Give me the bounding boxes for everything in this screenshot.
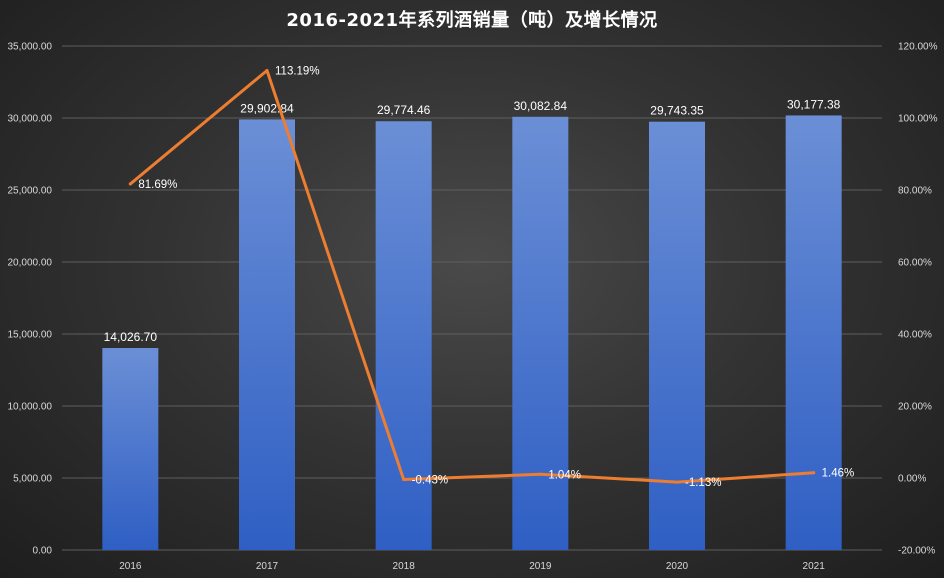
x-tick-label: 2018 <box>393 561 416 572</box>
right-y-tick-label: 120.00% <box>898 42 938 53</box>
left-y-tick-label: 30,000.00 <box>8 114 53 125</box>
bar-data-label: 29,743.35 <box>650 104 704 118</box>
line-point <box>538 472 542 476</box>
left-y-tick-label: 5,000.00 <box>13 474 52 485</box>
bar-series <box>102 115 842 551</box>
bar-data-label: 14,026.70 <box>104 330 158 344</box>
right-y-tick-label: 60.00% <box>898 258 932 269</box>
left-y-tick-label: 10,000.00 <box>8 402 53 413</box>
line-data-label: 113.19% <box>275 66 320 78</box>
bar-data-label: 29,902.84 <box>240 101 294 115</box>
line-series <box>128 69 816 484</box>
left-y-tick-label: 20,000.00 <box>8 258 53 269</box>
line-point <box>812 471 816 475</box>
line-point <box>265 69 269 73</box>
left-y-axis: 0.00 5,000.00 10,000.00 15,000.00 20,000.00 2… <box>8 42 53 557</box>
line-data-label: 1.46% <box>822 468 855 480</box>
x-tick-label: 2016 <box>119 561 142 572</box>
right-y-axis: -20.00% 0.00% 20.00% 40.00% 60.00% 80.00% 100.… <box>898 42 938 557</box>
x-tick-label: 2017 <box>256 561 279 572</box>
right-y-tick-label: -20.00% <box>898 546 935 557</box>
right-y-tick-label: 40.00% <box>898 330 932 341</box>
left-y-tick-label: 25,000.00 <box>8 186 53 197</box>
x-tick-label: 2020 <box>666 561 689 572</box>
left-y-tick-label: 15,000.00 <box>8 330 53 341</box>
right-y-tick-label: 80.00% <box>898 186 932 197</box>
bar-data-label: 29,774.46 <box>377 103 431 117</box>
x-tick-label: 2021 <box>803 561 826 572</box>
x-axis: 2016 2017 2018 2019 2020 2021 <box>119 561 825 572</box>
right-y-tick-label: 100.00% <box>898 114 938 125</box>
bar-data-labels: 14,026.70 29,902.84 29,774.46 30,082.84 29,7… <box>104 97 841 344</box>
chart-title: 2016-2021年系列酒销量（吨）及增长情况 <box>286 10 658 31</box>
left-y-tick-label: 0.00 <box>33 546 53 557</box>
line-point <box>402 478 406 482</box>
bar-data-label: 30,177.38 <box>787 97 841 111</box>
bar <box>239 119 295 550</box>
bar <box>102 348 159 550</box>
bar <box>512 116 569 551</box>
left-y-tick-label: 35,000.00 <box>8 42 53 53</box>
line-data-label: 81.69% <box>138 179 177 191</box>
x-tick-label: 2019 <box>529 561 552 572</box>
line-data-label: -1.13% <box>685 477 721 489</box>
line-data-labels: 81.69% 113.19% -0.43% 1.04% -1.13% 1.46% <box>138 66 854 490</box>
bar <box>649 121 705 550</box>
right-y-tick-label: 0.00% <box>898 474 926 485</box>
bar-data-label: 30,082.84 <box>514 99 568 113</box>
line-data-label: 1.04% <box>548 469 581 481</box>
line-data-label: -0.43% <box>412 475 448 487</box>
gridlines <box>62 45 882 551</box>
bar <box>785 115 842 550</box>
line-point <box>128 182 132 186</box>
right-y-tick-label: 20.00% <box>898 402 932 413</box>
growth-line <box>128 69 816 484</box>
line-point <box>675 480 679 484</box>
